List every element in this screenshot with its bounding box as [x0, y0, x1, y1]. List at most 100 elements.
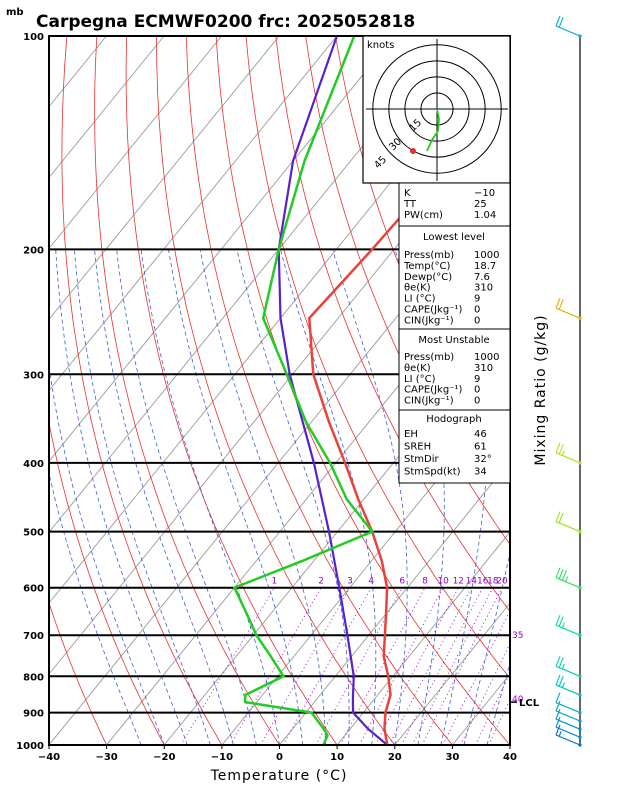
mixing-ratio-label: 10	[437, 577, 449, 587]
mixing-ratio-line	[474, 672, 510, 745]
index-value: 34	[474, 467, 487, 478]
wind-barb-feather	[555, 614, 561, 626]
temperature-tick-label: −10	[211, 752, 233, 763]
wind-barb-feather	[555, 511, 561, 522]
index-value: 1.04	[474, 210, 496, 221]
wind-barb	[555, 511, 582, 534]
dry-adiabat-line	[305, 36, 510, 545]
moist-adiabat-line	[394, 249, 445, 745]
isotherm-line	[509, 744, 510, 745]
pressure-axis-labels: 100 200 300 400 500 600 700 800 900 1000	[16, 32, 44, 752]
mixing-ratio-axis-label: Mixing Ratio (g/kg)	[533, 314, 549, 465]
dry-adiabat-line	[545, 36, 618, 745]
wind-barb-half-feather	[561, 682, 565, 688]
index-value: −10	[474, 188, 495, 199]
index-value: 46	[474, 429, 487, 440]
wind-barb-feather	[558, 512, 564, 524]
wind-barb-feather	[555, 442, 561, 454]
index-label: CAPE(Jkg⁻¹)	[404, 305, 462, 316]
wind-barb-shaft	[555, 624, 581, 636]
wind-barb-feather	[558, 616, 564, 627]
most-unstable-title: Most Unstable	[418, 335, 489, 346]
dry-adiabat-line	[604, 36, 618, 745]
dry-adiabat-line	[245, 36, 510, 679]
mixing-ratio-line	[260, 587, 351, 745]
temperature-tick-label: −40	[38, 752, 60, 763]
wind-barb	[555, 567, 582, 590]
mixing-ratio-label: 18	[487, 577, 499, 587]
wind-barb-feather	[555, 724, 561, 736]
wind-barb-feather	[555, 709, 561, 720]
index-value: 0	[474, 305, 480, 316]
wind-barb-feather	[558, 568, 564, 580]
index-value: 1000	[474, 250, 499, 261]
x-axis-label: Temperature (°C)	[210, 768, 348, 784]
index-label: LI (°C)	[404, 294, 436, 305]
index-label: Temp(°C)	[403, 261, 451, 272]
index-value: 0	[474, 315, 480, 326]
isotherm-line	[49, 36, 107, 108]
moist-adiabat-line	[199, 249, 327, 745]
wind-barb-feather	[555, 656, 561, 667]
index-label: Press(mb)	[404, 250, 454, 261]
dry-adiabat-line	[49, 420, 165, 745]
wind-barb-feather	[558, 17, 564, 28]
temperature-tick-label: 10	[330, 752, 344, 763]
isotherm-line	[49, 36, 280, 321]
mixing-ratio-line	[460, 642, 510, 745]
mixing-ratio-label: 8	[422, 577, 428, 587]
wind-barb-feather	[558, 657, 564, 668]
isotherm-line	[49, 36, 165, 179]
isotherm-line	[106, 247, 510, 745]
index-label: EH	[404, 429, 418, 440]
index-label: StmDir	[404, 454, 439, 465]
moist-adiabat-line	[440, 249, 490, 745]
dry-adiabat-line	[61, 36, 223, 745]
temperature-tick-label: 20	[388, 752, 402, 763]
dry-adiabat-line	[215, 36, 510, 745]
indices-panel: K −10 TT 25 PW(cm) 1.04 Lowest level Press(mb…	[398, 182, 511, 484]
temperature-tick-label: −20	[153, 752, 175, 763]
wind-barb-feather	[558, 299, 564, 310]
mixing-ratio-label: 4	[368, 577, 374, 587]
index-label: SREH	[404, 442, 431, 453]
moist-adiabat-line	[116, 249, 257, 745]
wind-barb	[555, 709, 582, 731]
index-label: CAPE(Jkg⁻¹)	[404, 385, 462, 396]
mixing-ratio-line	[388, 587, 472, 745]
wind-barb-half-feather	[558, 731, 562, 737]
wind-barb	[555, 656, 582, 678]
mixing-ratio-label: 3	[347, 577, 353, 587]
dry-adiabat-line	[156, 36, 396, 745]
wind-barb-half-feather	[561, 663, 565, 670]
wind-barb-column	[555, 15, 582, 747]
index-value: 9	[474, 294, 480, 305]
mixing-ratio-label: 40	[512, 695, 524, 705]
pressure-tick-label: 600	[23, 584, 44, 595]
wind-barb-half-feather	[565, 576, 569, 582]
wind-barb-feather	[555, 692, 561, 703]
mixing-ratio-label: 1	[272, 577, 278, 587]
wind-barb	[555, 297, 582, 320]
index-value: 18.7	[474, 261, 496, 272]
storm-motion-marker	[410, 148, 416, 154]
temperature-line	[308, 87, 510, 745]
mixing-ratio-line	[229, 587, 322, 745]
index-label: CIN(Jkg⁻¹)	[404, 396, 454, 407]
mixing-ratio-label: 35	[512, 631, 523, 641]
mixing-ratio-line	[358, 587, 444, 745]
temperature-tick-label: 0	[276, 752, 283, 763]
index-value: 32°	[474, 454, 492, 465]
wind-barb-shaft	[555, 718, 581, 730]
mixing-ratio-line	[339, 587, 426, 745]
isotherm-line	[394, 602, 510, 745]
index-value: 1000	[474, 352, 499, 363]
index-label: Press(mb)	[404, 352, 454, 363]
moist-adiabat-line	[236, 249, 350, 745]
wind-barb-feather	[555, 15, 561, 27]
wind-barb	[555, 614, 582, 637]
pressure-tick-label: 400	[23, 459, 44, 470]
wind-barb	[555, 692, 582, 715]
moist-adiabat-line	[94, 249, 234, 745]
